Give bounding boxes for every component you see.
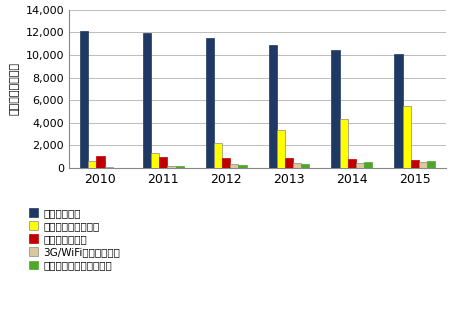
Bar (355, 163, 364, 168)
Bar (238, 165, 246, 168)
Bar (230, 164, 238, 168)
Bar (151, 153, 159, 168)
Bar (175, 166, 183, 168)
Bar (339, 119, 347, 168)
Bar (301, 164, 309, 168)
Bar (364, 162, 371, 168)
Bar (418, 162, 426, 168)
Bar (284, 158, 292, 168)
Bar (205, 38, 213, 168)
Bar (222, 158, 230, 168)
Bar (104, 167, 112, 168)
Bar (410, 160, 418, 168)
Bar (80, 31, 88, 168)
Bar (167, 166, 175, 168)
Bar (159, 157, 167, 168)
Bar (96, 156, 104, 168)
Legend: 携帯電話法人, スマートフォン法人, 通信カード法人, 3G/WiFiルーター法人, メディアタブレット法人: 携帯電話法人, スマートフォン法人, 通信カード法人, 3G/WiFiルーター法… (29, 208, 120, 270)
Bar (213, 142, 222, 168)
Y-axis label: ユーザー（千人）: ユーザー（千人） (10, 62, 20, 115)
Bar (88, 161, 96, 168)
Bar (268, 45, 276, 168)
Bar (426, 161, 434, 168)
Bar (143, 33, 151, 168)
Bar (276, 130, 284, 168)
Bar (393, 54, 402, 168)
Bar (402, 106, 410, 168)
Bar (292, 163, 301, 168)
Bar (331, 50, 339, 168)
Bar (347, 159, 355, 168)
